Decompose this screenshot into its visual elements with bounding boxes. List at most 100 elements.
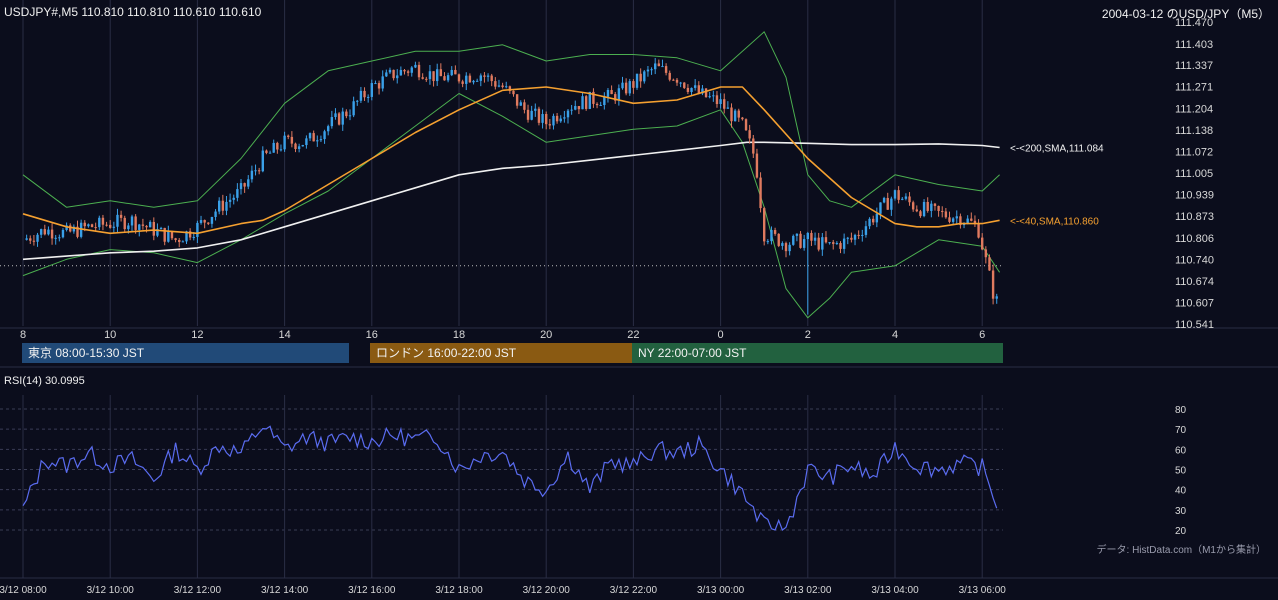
candle-body	[788, 244, 791, 252]
candle-body	[741, 117, 744, 120]
candle-body	[915, 209, 918, 212]
candle-body	[454, 69, 457, 75]
candle-body	[799, 233, 802, 248]
candle-body	[337, 113, 341, 125]
candle-body	[559, 118, 562, 122]
candle-body	[719, 99, 722, 105]
candle-body	[123, 217, 126, 230]
candle-body	[327, 126, 330, 132]
candle-body	[657, 63, 661, 67]
candle-body	[250, 170, 254, 180]
candle-body	[842, 238, 846, 249]
candle-body	[944, 211, 948, 218]
candle-body	[704, 88, 708, 98]
rsi-time-tick-label: 3/13 00:00	[697, 585, 745, 596]
sma40-annotation: <-<40,SMA,110.860	[1010, 216, 1099, 227]
candle-body	[951, 218, 955, 222]
candle-body	[577, 106, 581, 110]
rsi-line	[22, 425, 998, 531]
candle-body	[167, 231, 170, 242]
candle-body	[323, 131, 326, 140]
candle-body	[879, 202, 882, 214]
candle-body	[737, 110, 740, 118]
candle-body	[127, 225, 130, 230]
candle-body	[370, 83, 373, 97]
candle-body	[50, 229, 54, 239]
candle-body	[196, 222, 199, 237]
price-tick-label: 110.873	[1175, 211, 1214, 223]
candle-body	[723, 99, 726, 109]
candle-body	[148, 221, 152, 228]
candle-body	[210, 216, 214, 224]
bollinger-lower	[22, 93, 1001, 319]
candle-body	[345, 111, 348, 117]
price-tick-label: 110.607	[1175, 298, 1214, 310]
rsi-tick-label: 60	[1175, 445, 1187, 456]
candle-body	[584, 96, 588, 109]
candle-body	[566, 110, 570, 118]
candle-body	[922, 201, 926, 217]
candle-body	[39, 229, 43, 235]
candle-body	[112, 226, 116, 228]
candle-body	[875, 213, 879, 223]
candle-body	[268, 152, 272, 154]
candle-body	[61, 229, 65, 238]
candle-body	[381, 76, 384, 89]
candle-body	[163, 227, 166, 242]
candle-body	[664, 66, 668, 73]
candle-body	[603, 96, 606, 106]
rsi-label: RSI(14) 30.0995	[4, 375, 85, 387]
candle-body	[908, 196, 911, 203]
candle-body	[76, 226, 79, 237]
candle-body	[243, 183, 246, 187]
candle-body	[109, 224, 112, 228]
candle-body	[290, 136, 294, 144]
bollinger-upper	[22, 31, 1000, 208]
candle-body	[436, 69, 439, 82]
candle-body	[941, 210, 944, 212]
source-note: データ: HistData.com（M1から集計）	[1096, 545, 1266, 556]
candle-body	[537, 108, 541, 123]
time-tick-label: 4	[892, 329, 898, 341]
candle-body	[490, 75, 493, 82]
sma200-annotation: <-<200,SMA,111.084	[1010, 143, 1104, 154]
candle-body	[868, 218, 871, 227]
price-tick-label: 111.271	[1175, 82, 1213, 94]
rsi-time-tick-label: 3/13 02:00	[784, 585, 832, 596]
time-tick-label: 0	[718, 329, 724, 341]
candle-body	[624, 82, 628, 94]
candle-body	[25, 238, 28, 240]
candle-body	[159, 227, 163, 230]
candle-body	[763, 208, 766, 242]
rsi-tick-label: 70	[1175, 425, 1187, 436]
candle-body	[319, 139, 323, 141]
candle-body	[257, 170, 261, 172]
candle-body	[32, 240, 36, 242]
candle-body	[541, 114, 544, 123]
candle-body	[421, 77, 424, 79]
candle-body	[635, 73, 639, 88]
candle-body	[428, 71, 432, 80]
candle-body	[853, 234, 857, 240]
candle-body	[225, 201, 228, 211]
candle-body	[392, 69, 395, 79]
candle-body	[497, 85, 501, 87]
candle-body	[810, 232, 813, 241]
candle-body	[693, 85, 697, 88]
candle-body	[47, 229, 50, 235]
candle-body	[297, 146, 301, 150]
sma200-path	[22, 141, 1000, 261]
candle-body	[715, 95, 719, 105]
candle-body	[893, 190, 897, 199]
candle-body	[410, 67, 413, 73]
candle-body	[882, 197, 886, 203]
candle-body	[977, 223, 980, 238]
candle-body	[530, 110, 533, 120]
time-tick-label: 18	[453, 329, 465, 341]
candle-body	[312, 133, 315, 142]
candle-body	[588, 91, 591, 109]
candle-body	[563, 117, 566, 119]
candle-body	[185, 231, 188, 242]
bollinger-bands	[22, 31, 1001, 319]
candle-body	[305, 138, 308, 146]
